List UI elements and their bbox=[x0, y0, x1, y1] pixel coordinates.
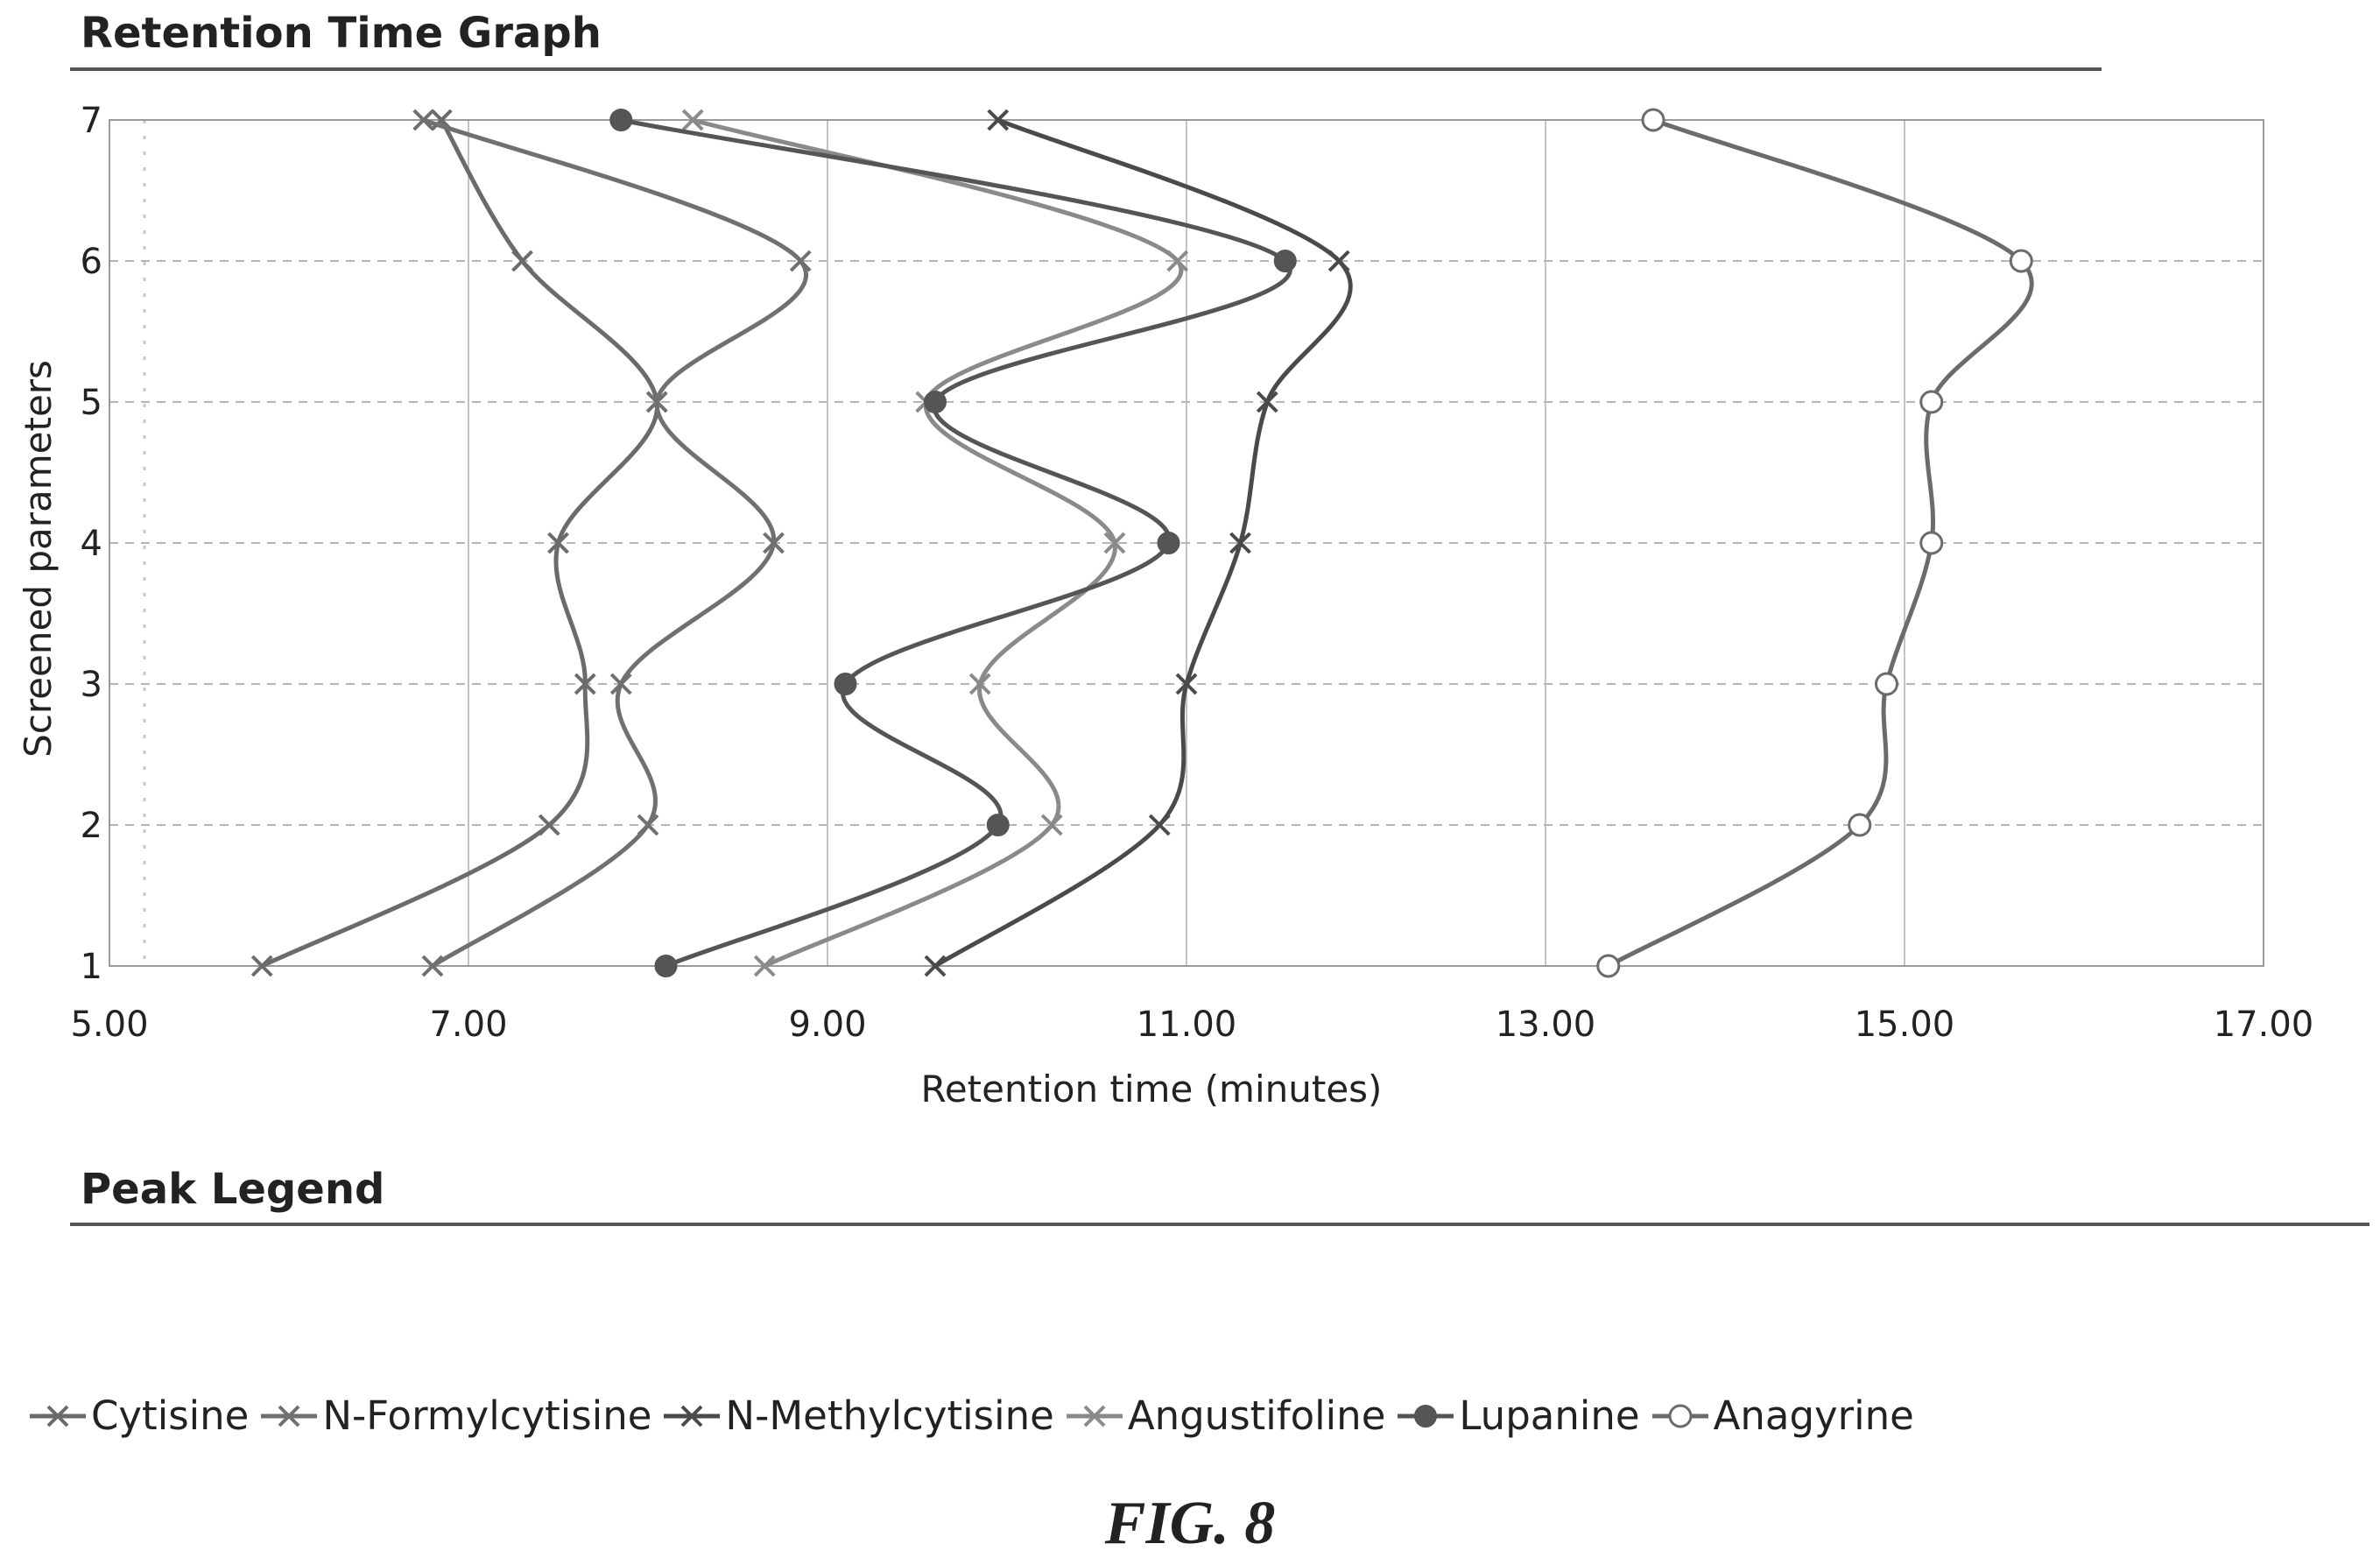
x-tick-label: 15.00 bbox=[1855, 1005, 1955, 1045]
legend-marker-anagyrine bbox=[1668, 1404, 1693, 1428]
x-tick-label: 7.00 bbox=[429, 1005, 507, 1045]
data-point-n-formylcytisine bbox=[421, 955, 444, 977]
y-axis-title: Screened parameters bbox=[17, 360, 60, 758]
data-point-lupanine bbox=[609, 109, 633, 131]
y-tick-label: 7 bbox=[81, 101, 102, 141]
y-tick-label: 5 bbox=[81, 383, 102, 423]
y-tick-label: 2 bbox=[81, 806, 102, 846]
data-point-lupanine bbox=[1273, 250, 1297, 272]
series-n-formylcytisine bbox=[412, 109, 812, 977]
data-point-n-formylcytisine bbox=[645, 391, 668, 413]
data-point-n-formylcytisine bbox=[637, 814, 659, 836]
data-point-cytisine bbox=[511, 250, 533, 272]
data-point-n-methylcytisine bbox=[1148, 814, 1171, 836]
x-axis-title: Retention time (minutes) bbox=[921, 1068, 1383, 1110]
legend-marker-lupanine bbox=[1414, 1404, 1438, 1428]
legend-marker-angustifoline bbox=[1083, 1405, 1106, 1427]
data-point-angustifoline bbox=[968, 673, 991, 695]
legend-swatch-cytisine bbox=[30, 1405, 86, 1427]
graph-title-rule bbox=[70, 67, 2102, 71]
data-point-angustifoline bbox=[1040, 814, 1063, 836]
x-tick-label: 5.00 bbox=[70, 1005, 148, 1045]
series-line-anagyrine bbox=[1607, 117, 2034, 969]
data-point-angustifoline bbox=[1103, 532, 1126, 554]
chart-legend: Cytisine N-Formylcytisine N-Methylcytisine… bbox=[30, 1392, 1926, 1439]
legend-label-anagyrine: Anagyrine bbox=[1713, 1392, 1914, 1439]
data-point-cytisine bbox=[250, 955, 273, 977]
x-tick-label: 13.00 bbox=[1496, 1005, 1596, 1045]
series-n-methylcytisine bbox=[924, 109, 1353, 977]
data-point-n-formylcytisine bbox=[609, 673, 632, 695]
legend-label-cytisine: Cytisine bbox=[91, 1392, 250, 1439]
y-tick-label: 3 bbox=[81, 665, 102, 705]
data-point-cytisine bbox=[547, 532, 569, 554]
legend-swatch-n-methylcytisine bbox=[664, 1405, 721, 1427]
data-point-anagyrine bbox=[1848, 813, 1872, 837]
legend-title-rule bbox=[70, 1223, 2369, 1226]
data-point-angustifoline bbox=[753, 955, 776, 977]
legend-item-n-methylcytisine: N-Methylcytisine bbox=[664, 1392, 1054, 1439]
legend-marker-cytisine bbox=[46, 1405, 69, 1427]
data-point-anagyrine bbox=[2009, 249, 2033, 273]
data-point-lupanine bbox=[654, 955, 678, 977]
figure-caption: FIG. 8 bbox=[1104, 1490, 1276, 1557]
x-tick-label: 11.00 bbox=[1137, 1005, 1237, 1045]
legend-title: Peak Legend bbox=[81, 1165, 385, 1214]
legend-marker-n-formylcytisine bbox=[278, 1405, 300, 1427]
data-point-cytisine bbox=[538, 814, 560, 836]
data-point-angustifoline bbox=[681, 109, 704, 131]
y-tick-label: 1 bbox=[81, 947, 102, 987]
tick-labels: 5.00 7.00 9.00 11.00 13.00 15.00 17.00 1 2 3 4 5 6 7 bbox=[70, 101, 2313, 1045]
data-point-n-methylcytisine bbox=[1256, 391, 1278, 413]
legend-label-n-methylcytisine: N-Methylcytisine bbox=[725, 1392, 1054, 1439]
data-point-n-formylcytisine bbox=[412, 109, 435, 131]
legend-item-cytisine: Cytisine bbox=[30, 1392, 249, 1439]
series-anagyrine bbox=[1596, 108, 2034, 978]
legend-label-lupanine: Lupanine bbox=[1459, 1392, 1640, 1439]
legend-marker-n-methylcytisine bbox=[681, 1405, 703, 1427]
data-point-anagyrine bbox=[1919, 390, 1944, 414]
data-point-lupanine bbox=[834, 673, 857, 695]
y-tick-label: 4 bbox=[81, 524, 102, 564]
data-point-lupanine bbox=[1157, 532, 1180, 554]
plot-area-frame bbox=[109, 119, 2264, 967]
series-layer bbox=[250, 108, 2034, 978]
retention-time-chart: 5.00 7.00 9.00 11.00 13.00 15.00 17.001234567 … bbox=[17, 101, 2313, 1110]
legend-label-angustifoline: Angustifoline bbox=[1127, 1392, 1386, 1439]
data-point-n-methylcytisine bbox=[924, 955, 947, 977]
data-point-n-formylcytisine bbox=[789, 250, 812, 272]
series-lupanine bbox=[609, 109, 1297, 977]
x-tick-label: 9.00 bbox=[788, 1005, 866, 1045]
legend-swatch-angustifoline bbox=[1066, 1405, 1123, 1427]
legend-swatch-anagyrine bbox=[1651, 1404, 1708, 1428]
data-point-lupanine bbox=[986, 814, 1010, 836]
x-tick-label: 17.00 bbox=[2214, 1005, 2314, 1045]
data-point-anagyrine bbox=[1596, 954, 1621, 978]
legend-swatch-n-formylcytisine bbox=[261, 1405, 318, 1427]
data-point-angustifoline bbox=[1166, 250, 1189, 272]
data-point-cytisine bbox=[574, 673, 596, 695]
legend-swatch-lupanine bbox=[1398, 1404, 1454, 1428]
legend-item-n-formylcytisine: N-Formylcytisine bbox=[261, 1392, 651, 1439]
data-point-n-methylcytisine bbox=[1327, 250, 1350, 272]
data-point-anagyrine bbox=[1875, 672, 1898, 696]
legend-item-anagyrine: Anagyrine bbox=[1651, 1392, 1914, 1439]
data-point-anagyrine bbox=[1919, 531, 1944, 555]
data-point-n-methylcytisine bbox=[1175, 673, 1198, 695]
y-tick-label: 6 bbox=[81, 242, 102, 282]
graph-title: Retention Time Graph bbox=[81, 9, 602, 58]
data-point-anagyrine bbox=[1641, 108, 1665, 132]
data-point-n-methylcytisine bbox=[987, 109, 1010, 131]
data-point-lupanine bbox=[924, 391, 947, 413]
data-point-n-methylcytisine bbox=[1229, 532, 1251, 554]
legend-label-n-formylcytisine: N-Formylcytisine bbox=[322, 1392, 652, 1439]
legend-item-angustifoline: Angustifoline bbox=[1066, 1392, 1386, 1439]
legend-item-lupanine: Lupanine bbox=[1398, 1392, 1640, 1439]
data-point-n-formylcytisine bbox=[763, 532, 785, 554]
